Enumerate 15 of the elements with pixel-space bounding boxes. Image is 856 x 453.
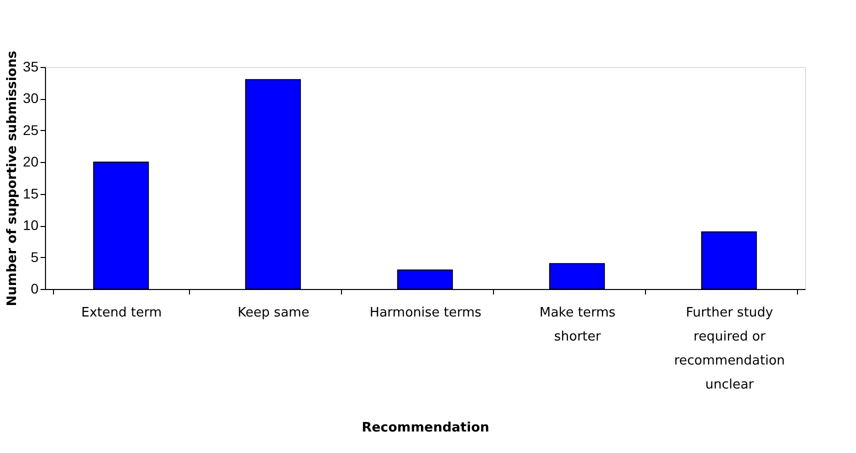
y-tick-label: 5: [30, 248, 39, 265]
y-tick-label: 25: [22, 122, 39, 138]
y-axis-title: Number of supportive submissions: [4, 50, 20, 306]
x-tick-label: Make terms shorter: [539, 306, 616, 344]
y-tick-label: 30: [22, 90, 39, 106]
y-tick-label: 15: [22, 185, 39, 202]
y-tick-label: 20: [22, 154, 39, 170]
x-tick-label: Harmonise terms: [370, 306, 482, 320]
x-tick-label: Keep same: [238, 306, 310, 320]
y-tick-label: 35: [22, 58, 39, 74]
y-tick-label: 0: [30, 280, 39, 296]
x-tick-label: Further study required or recommendation unclear: [674, 306, 785, 392]
x-tick-label: Extend term: [81, 306, 162, 320]
y-tick-label: 10: [22, 217, 39, 234]
x-axis-title: Recommendation: [362, 420, 490, 436]
